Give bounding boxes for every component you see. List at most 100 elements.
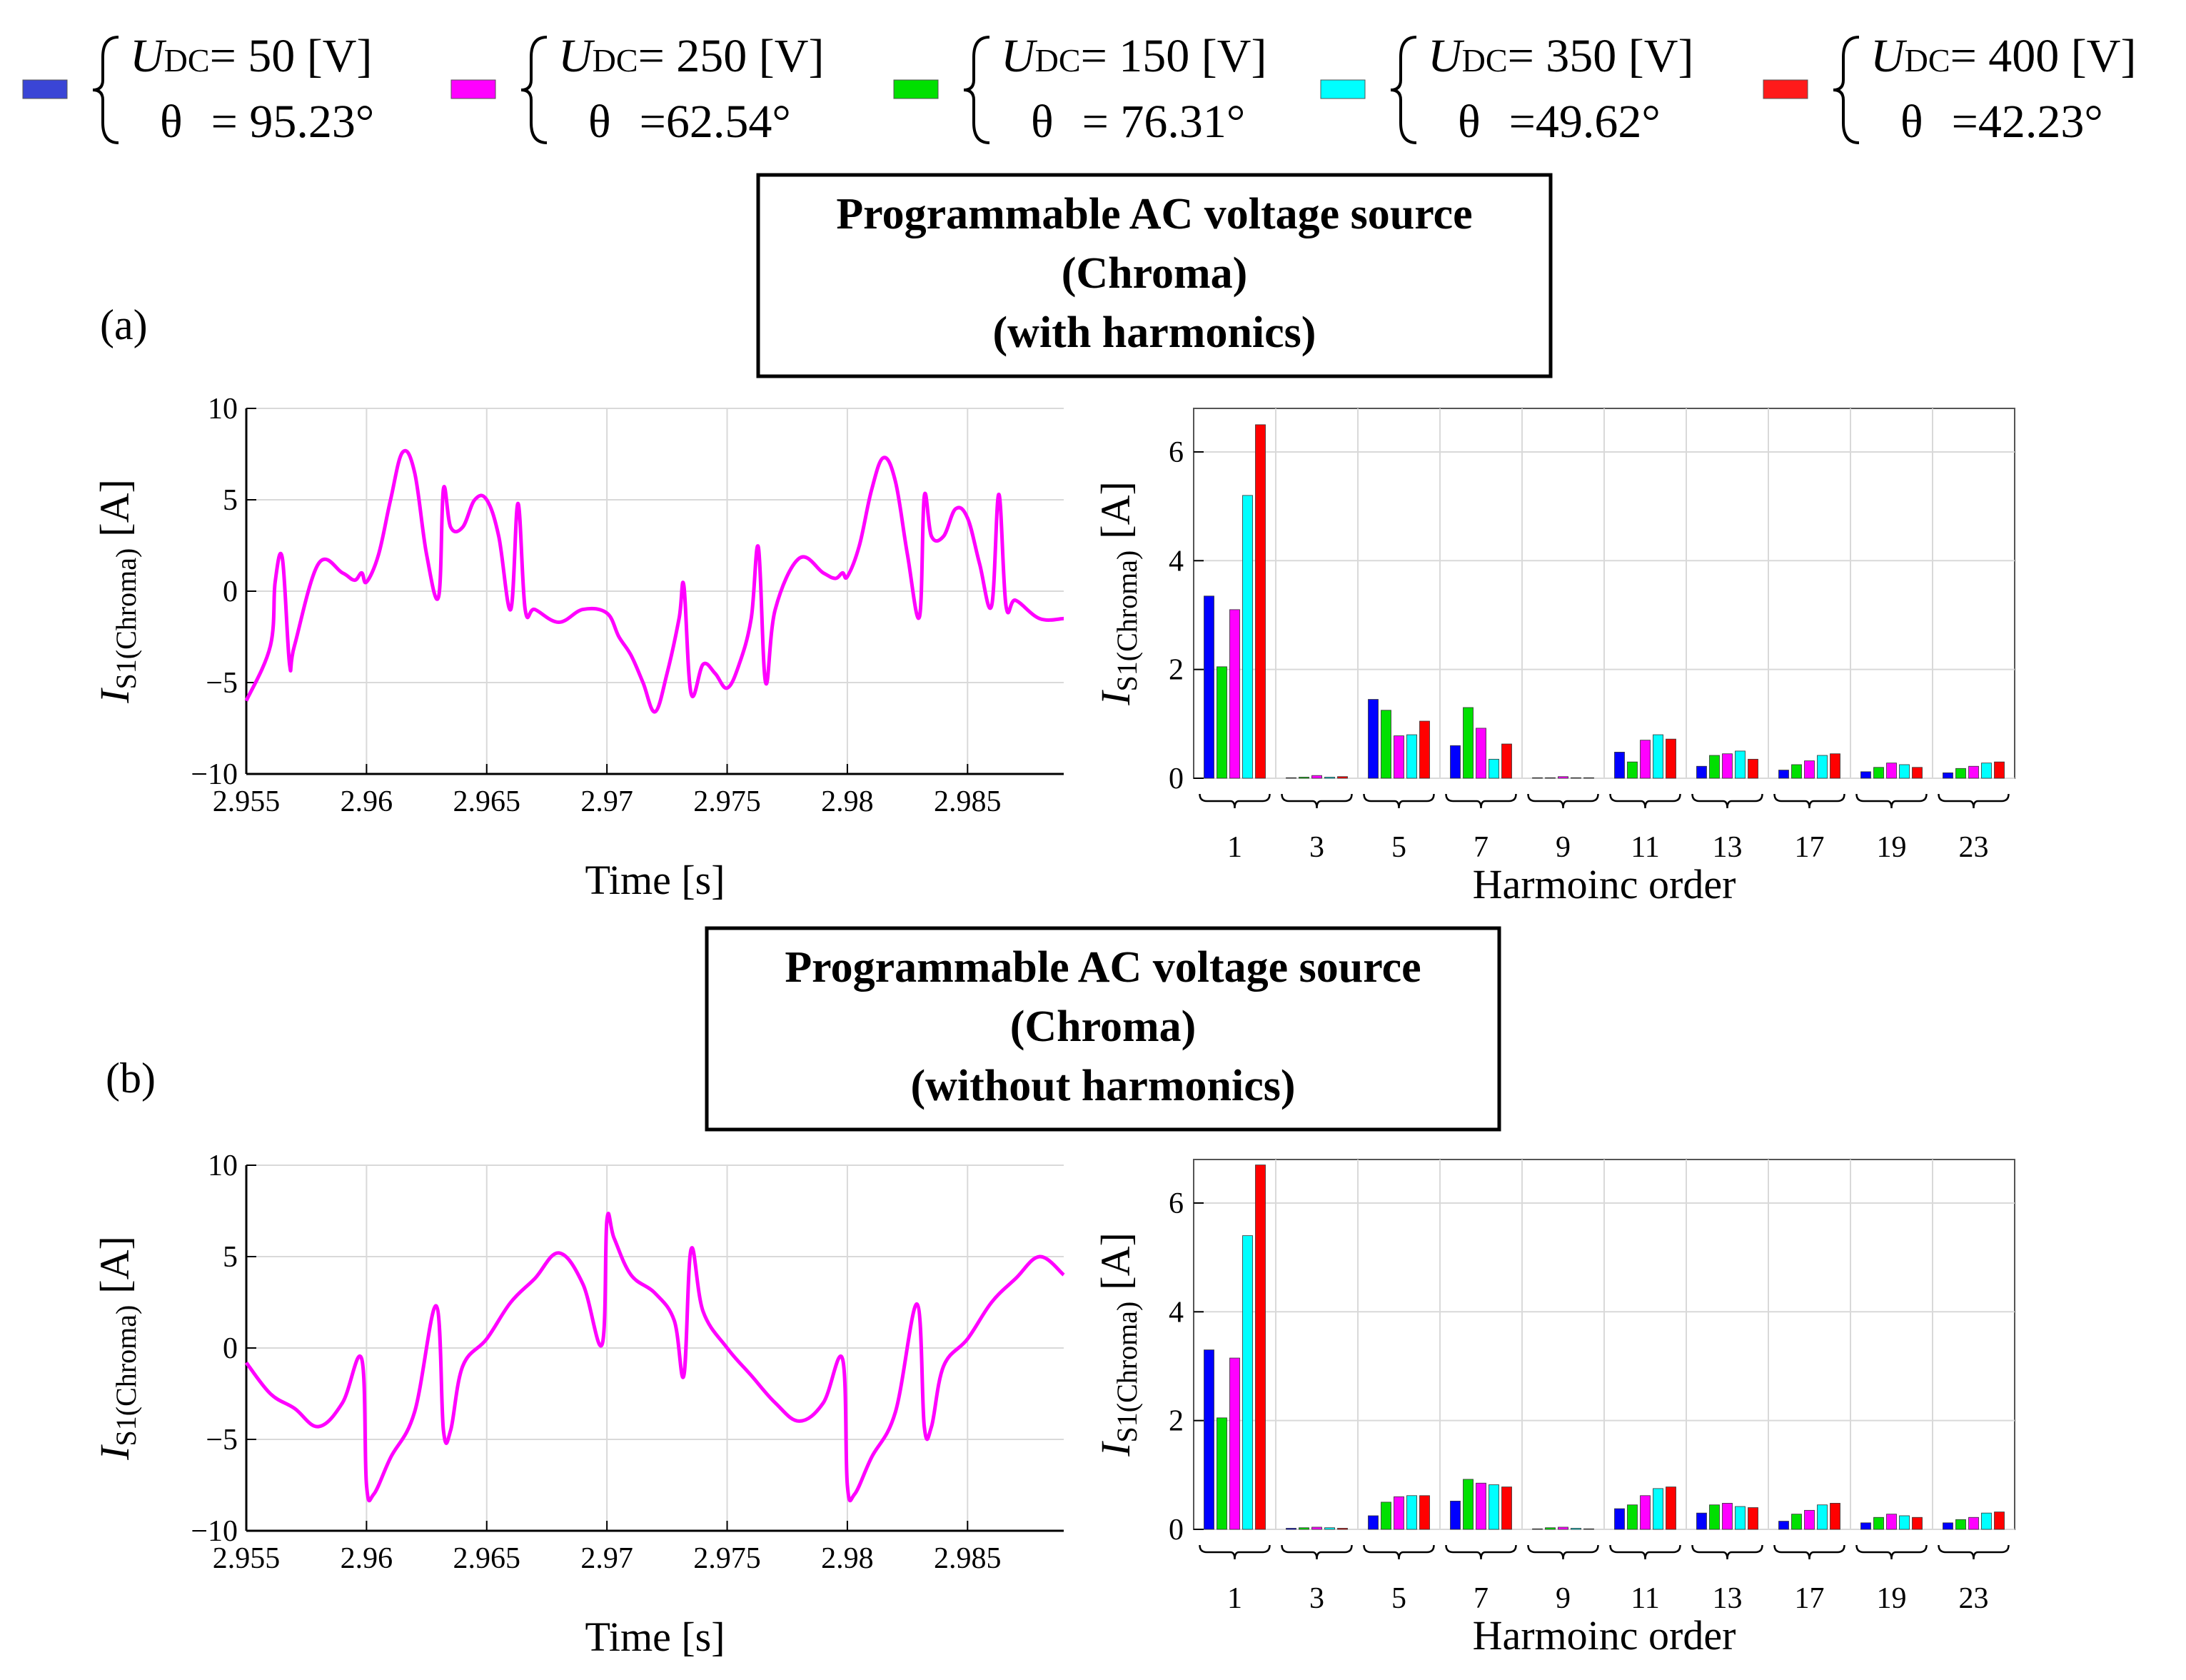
group-brace [1938, 793, 2010, 809]
y-label-sub: S1(Chroma) [1111, 1302, 1143, 1443]
bar [1666, 1487, 1676, 1530]
legend-theta-text: θ =49.62° [1458, 96, 1661, 148]
group-brace [1281, 793, 1353, 809]
x-axis-label: Time [s] [585, 857, 725, 903]
legend-theta-symbol: θ [160, 96, 183, 148]
x-tick-label: 2.97 [580, 1542, 633, 1575]
x-tick-label: 13 [1713, 1582, 1743, 1615]
bar [1653, 734, 1663, 779]
y-tick-label: 0 [1169, 763, 1184, 795]
group-brace [1527, 793, 1599, 809]
x-axis-label: Harmoinc order [1473, 1612, 1736, 1659]
bar [1406, 1495, 1417, 1530]
bar [1242, 495, 1253, 779]
bar [1735, 750, 1746, 779]
y-label-main: I [1092, 1441, 1139, 1457]
legend-theta-symbol: θ [588, 96, 611, 148]
legend-u-value: = 250 [V] [638, 30, 825, 82]
chart-a-line: −10 −5 0 5 10 2.955 2.96 2.965 2.97 2.975 2.98 2.98… [91, 393, 1064, 903]
y-label-main: I [1092, 690, 1139, 706]
x-tick-label: 17 [1795, 831, 1825, 864]
legend-theta-text: θ = 76.31° [1031, 96, 1245, 148]
bar [1217, 666, 1227, 779]
series-line [245, 1212, 1065, 1503]
legend-u-sub: DC [1905, 42, 1950, 79]
bar [1450, 1500, 1461, 1530]
series-line [244, 448, 1064, 714]
y-tick-label: −5 [206, 1424, 238, 1457]
bar [1899, 1515, 1910, 1530]
bar [1735, 1506, 1746, 1530]
bar [1406, 734, 1417, 779]
bar [1886, 763, 1897, 779]
legend-theta-symbol: θ [1900, 96, 1923, 148]
x-tick-label: 5 [1391, 831, 1406, 864]
y-axis-label: IS1(Chroma) [A] [1092, 481, 1143, 706]
legend-u-value: = 150 [V] [1081, 30, 1267, 82]
legend-theta-symbol: θ [1458, 96, 1481, 148]
legend: UDC= 50 [V]θ = 95.23°UDC= 250 [V]θ =62.54°… [22, 30, 2136, 148]
y-label-main: I [91, 1444, 138, 1461]
y-label-unit: [A] [1092, 1232, 1139, 1290]
y-tick-label: 5 [223, 1241, 238, 1274]
bar [1394, 1496, 1404, 1530]
bar [1899, 764, 1910, 779]
y-tick-label: 6 [1169, 1187, 1184, 1220]
bar [1311, 1526, 1322, 1530]
bar [1394, 735, 1404, 779]
x-tick-label: 11 [1631, 831, 1659, 864]
x-tick-label: 19 [1877, 1582, 1907, 1615]
x-tick-label: 2.98 [821, 1542, 874, 1575]
x-tick-label: 3 [1309, 831, 1324, 864]
group-brace [1199, 1544, 1271, 1560]
y-label-unit: [A] [91, 1236, 138, 1294]
group-brace [1527, 1544, 1599, 1560]
y-label-unit: [A] [1092, 481, 1139, 539]
bar [1489, 1484, 1499, 1530]
bar [1640, 1495, 1651, 1530]
bar [1873, 767, 1884, 779]
bar [1912, 1516, 1923, 1530]
x-tick-label: 2.965 [453, 1542, 521, 1575]
group-brace [1281, 1544, 1353, 1560]
legend-u-symbol: U [1428, 30, 1465, 82]
y-label-main: I [91, 688, 138, 704]
chart-b-line: −10 −5 0 5 10 2.955 2.96 2.965 2.97 2.975 2.98 2.98… [91, 1150, 1065, 1660]
x-tick-label: 23 [1959, 1582, 1989, 1615]
bar [1886, 1514, 1897, 1530]
bar [1627, 1504, 1638, 1530]
group-brace [1691, 793, 1763, 809]
legend-swatch [22, 79, 68, 99]
legend-udc-text: UDC= 50 [V] [130, 30, 372, 82]
legend-u-sub: DC [593, 42, 638, 79]
bar [1204, 595, 1214, 779]
group-brace [1773, 1544, 1845, 1560]
bar [1804, 1509, 1815, 1530]
bar [1242, 1235, 1253, 1530]
legend-theta-value: =62.54° [640, 96, 791, 148]
bar [1558, 776, 1568, 779]
legend-udc-text: UDC= 350 [V] [1428, 30, 1693, 82]
x-tick-label: 2.965 [453, 785, 521, 818]
y-axis-label: IS1(Chroma) [A] [91, 1236, 142, 1461]
bar [1255, 424, 1266, 779]
x-axis-label: Harmoinc order [1473, 861, 1736, 907]
bar [1368, 699, 1379, 779]
y-tick-label: 6 [1169, 436, 1184, 469]
y-tick-label: 5 [223, 484, 238, 517]
title-line-2: (Chroma) [1062, 249, 1248, 298]
bar [1873, 1516, 1884, 1530]
legend-udc-text: UDC= 150 [V] [1001, 30, 1266, 82]
bar [1217, 1417, 1227, 1530]
bar [1476, 728, 1486, 779]
bar [1614, 752, 1625, 779]
legend-udc-text: UDC= 250 [V] [558, 30, 824, 82]
bar [1830, 1503, 1840, 1530]
bar [1722, 753, 1733, 779]
x-tick-label: 5 [1391, 1582, 1406, 1615]
bar [1419, 720, 1430, 779]
bar [1722, 1503, 1733, 1530]
bar [1450, 745, 1461, 779]
